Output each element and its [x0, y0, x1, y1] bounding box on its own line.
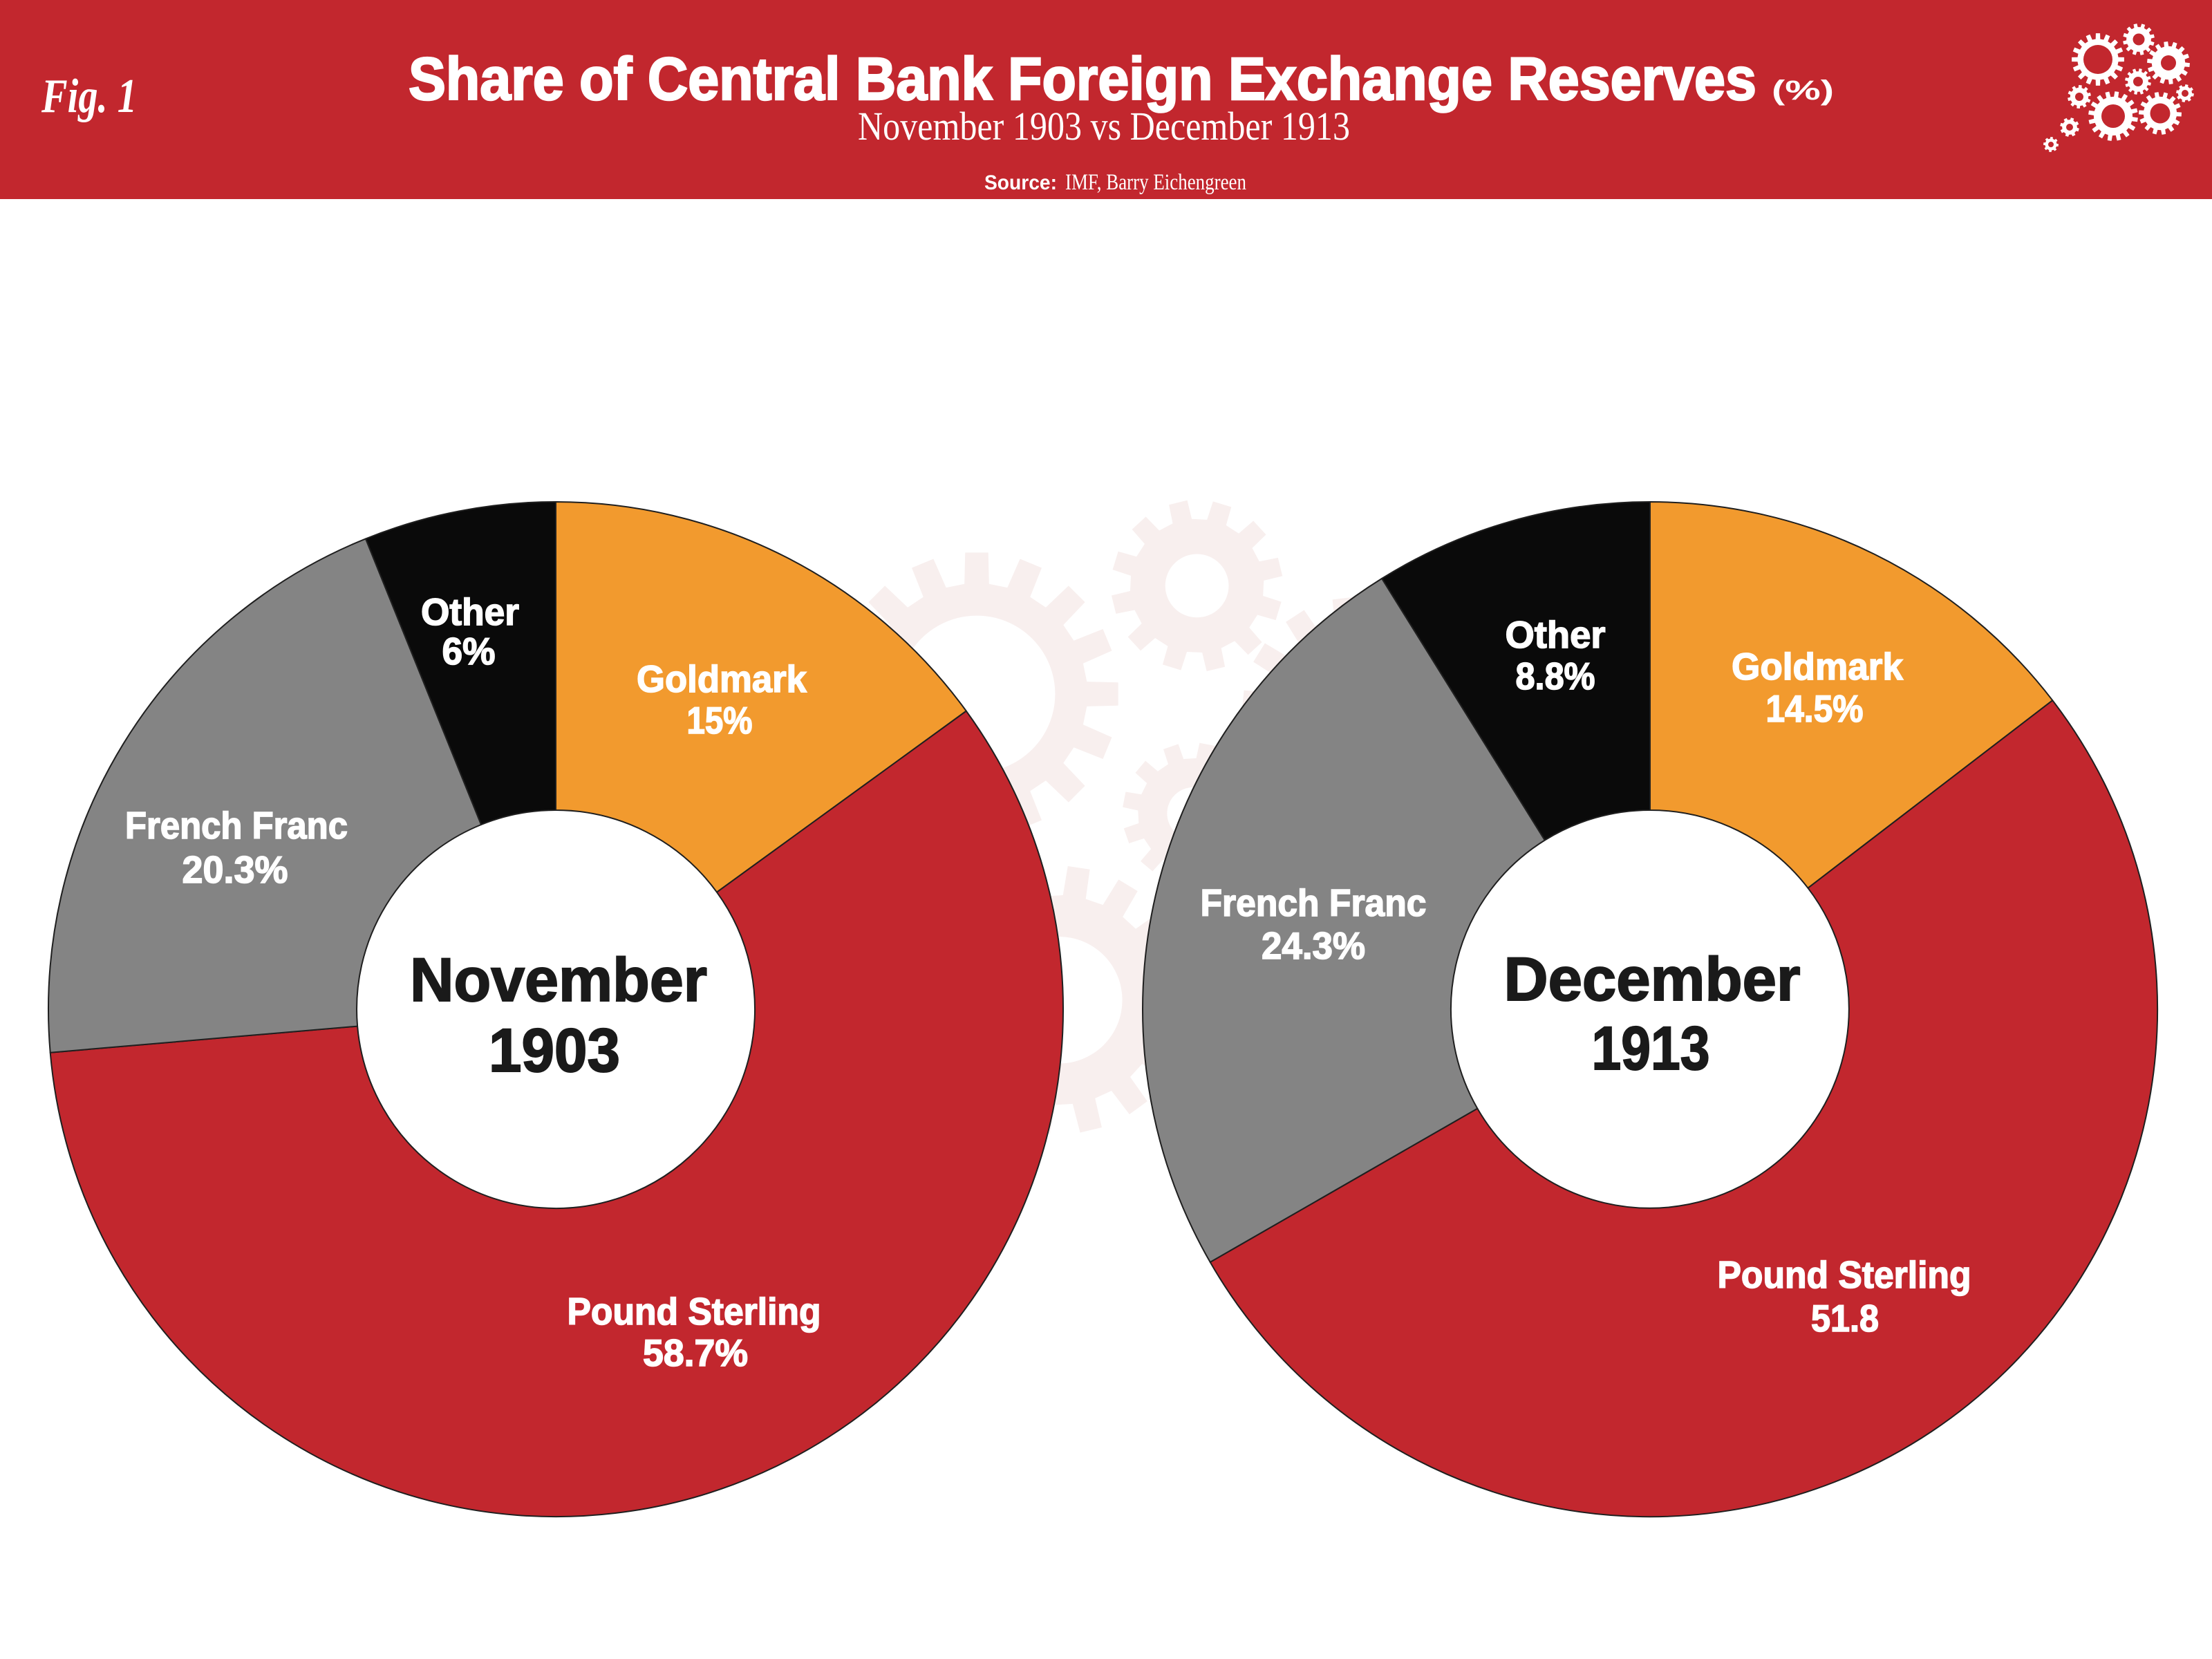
svg-text:15%: 15%	[687, 699, 753, 742]
svg-text:1903: 1903	[489, 1015, 620, 1085]
svg-text:1913: 1913	[1592, 1013, 1710, 1082]
svg-text:(%): (%)	[1772, 75, 1834, 106]
svg-text:20.3%: 20.3%	[182, 848, 288, 891]
svg-text:French Franc: French Franc	[125, 804, 348, 847]
svg-text:Goldmark: Goldmark	[1732, 645, 1903, 688]
svg-text:French Franc: French Franc	[1201, 881, 1427, 924]
svg-text:Pound Sterling: Pound Sterling	[1718, 1253, 1971, 1296]
svg-text:Goldmark: Goldmark	[637, 657, 807, 700]
svg-text:24.3%: 24.3%	[1262, 924, 1365, 967]
svg-text:December: December	[1504, 944, 1801, 1013]
svg-text:6%: 6%	[442, 630, 496, 673]
svg-text:IMF, Barry Eichengreen: IMF, Barry Eichengreen	[1065, 170, 1246, 195]
svg-text:8.8%: 8.8%	[1516, 655, 1595, 697]
svg-text:November 1903 vs December 1913: November 1903 vs December 1913	[858, 104, 1350, 149]
svg-text:51.8: 51.8	[1811, 1297, 1879, 1340]
svg-text:58.7%: 58.7%	[643, 1331, 748, 1374]
svg-text:Pound Sterling: Pound Sterling	[568, 1290, 821, 1333]
svg-text:Other: Other	[1506, 613, 1606, 656]
svg-text:Share of Central Bank Foreign: Share of Central Bank Foreign Exchange R…	[409, 46, 1756, 113]
svg-text:14.5%: 14.5%	[1766, 687, 1864, 730]
svg-text:November: November	[410, 945, 707, 1014]
svg-text:Other: Other	[421, 590, 519, 633]
svg-text:Fig. 1: Fig. 1	[41, 70, 137, 123]
svg-text:Source:: Source:	[984, 171, 1057, 194]
